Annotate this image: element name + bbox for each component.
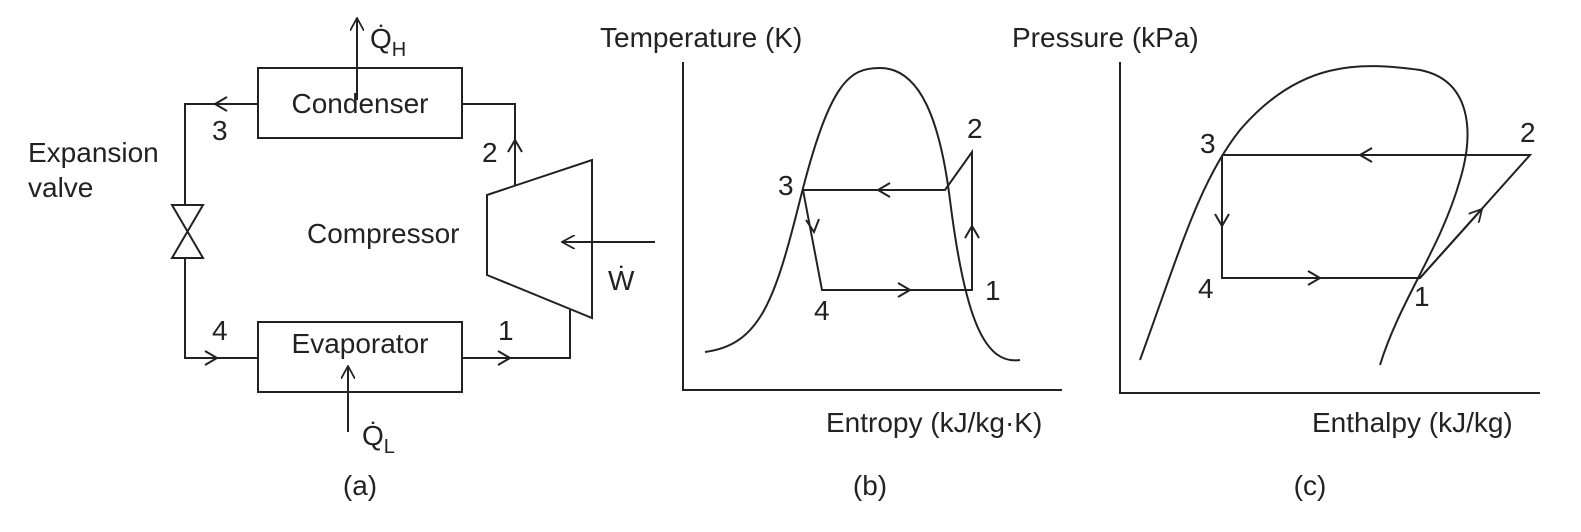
work-label: Ẇ xyxy=(608,265,635,296)
flow-arrow xyxy=(876,182,891,198)
expansion-valve xyxy=(170,204,205,259)
flow-arrow xyxy=(213,96,228,112)
valve-label: Expansion xyxy=(28,137,159,168)
x-axis-label: Entropy (kJ/kg·K) xyxy=(826,407,1042,438)
compressor xyxy=(486,158,593,320)
diagram-a: Q̇H Condenser Evaporator Compressor Expa… xyxy=(28,18,655,501)
flow-arrow xyxy=(204,350,219,366)
evaporator-label: Evaporator xyxy=(292,328,429,359)
flow-arrow xyxy=(1214,213,1230,228)
caption: (a) xyxy=(343,470,377,501)
caption: (c) xyxy=(1294,470,1327,501)
flow-arrow xyxy=(1419,209,1482,279)
x-axis-label: Enthalpy (kJ/kg) xyxy=(1312,407,1513,438)
subscript: H xyxy=(392,39,406,61)
state-label: 2 xyxy=(967,113,983,144)
pipe xyxy=(184,258,258,359)
state-label: 3 xyxy=(778,170,794,201)
compressor-label: Compressor xyxy=(307,218,459,249)
state-label: 4 xyxy=(212,315,228,346)
diagram-c: Pressure (kPa) Enthalpy (kJ/kg) 1 2 3 4 … xyxy=(1012,22,1540,501)
flow-arrow xyxy=(897,282,912,298)
flow-arrow xyxy=(1358,147,1373,163)
pipe xyxy=(184,103,258,205)
axes xyxy=(682,62,1062,391)
symbol: Q̇ xyxy=(362,420,384,451)
flow-arrow xyxy=(497,350,512,366)
flow-arrow xyxy=(964,224,980,239)
saturation-dome xyxy=(1139,65,1469,366)
saturation-dome xyxy=(704,66,1021,362)
state-label: 1 xyxy=(1414,281,1430,312)
valve-label: valve xyxy=(28,172,93,203)
y-axis-label: Pressure (kPa) xyxy=(1012,22,1199,53)
y-axis-label: Temperature (K) xyxy=(600,22,802,53)
state-label: 1 xyxy=(498,315,514,346)
flow-arrow xyxy=(507,138,523,153)
heat-out-label: Q̇H xyxy=(370,23,406,61)
state-label: 3 xyxy=(212,115,228,146)
caption: (b) xyxy=(853,470,887,501)
pipe xyxy=(462,103,516,186)
flow-arrow xyxy=(1307,270,1322,286)
cycle-path xyxy=(802,148,973,291)
state-label: 1 xyxy=(985,275,1001,306)
heat-in-label: Q̇L xyxy=(362,420,395,458)
state-label: 2 xyxy=(1520,117,1536,148)
state-label: 2 xyxy=(482,137,498,168)
diagram-b: Temperature (K) Entropy (kJ/kg·K) 1 2 3 … xyxy=(600,22,1062,501)
axes xyxy=(1119,62,1540,394)
flow-arrow xyxy=(805,218,820,235)
subscript: L xyxy=(384,436,395,458)
state-label: 4 xyxy=(1198,273,1214,304)
pipe xyxy=(462,310,571,359)
symbol: Q̇ xyxy=(370,23,392,54)
state-label: 3 xyxy=(1200,128,1216,159)
state-label: 4 xyxy=(814,295,830,326)
cycle-path xyxy=(1221,154,1533,279)
condenser-label: Condenser xyxy=(292,88,429,119)
